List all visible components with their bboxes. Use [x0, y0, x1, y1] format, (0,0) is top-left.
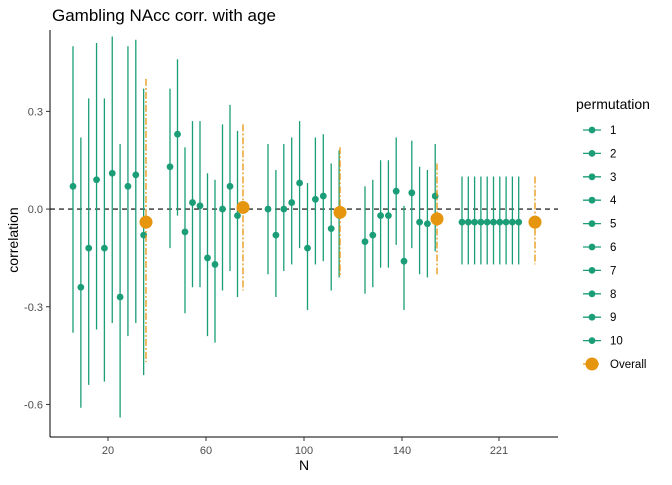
point-n20-perm4 [93, 176, 100, 184]
legend-key-point [588, 173, 596, 181]
point-n60-perm7 [211, 261, 219, 268]
legend-item-label: 2 [610, 148, 616, 160]
overall-point-n20 [139, 215, 153, 229]
legend-item-label: 8 [610, 289, 616, 301]
point-n221-perm2 [464, 218, 472, 226]
point-n60-perm1 [166, 163, 174, 171]
point-n60-perm10 [234, 212, 241, 219]
point-n140-perm1 [361, 238, 369, 246]
point-n60-perm8 [219, 205, 226, 213]
overall-point-n221 [528, 215, 542, 229]
point-n221-perm9 [509, 218, 516, 226]
legend-key-point [588, 220, 596, 228]
legend-title: permutation [576, 96, 650, 112]
y-tick-label: -0.3 [24, 302, 43, 314]
overall-point-n100 [333, 205, 347, 219]
point-n140-perm4 [385, 212, 392, 219]
point-n60-perm4 [189, 199, 196, 206]
point-n100-perm8 [319, 192, 327, 200]
point-n20-perm1 [69, 182, 77, 190]
point-n100-perm3 [280, 205, 288, 213]
point-n140-perm8 [416, 218, 423, 226]
point-n221-perm8 [502, 218, 510, 226]
point-n60-perm9 [226, 182, 234, 190]
legend-item-label: 3 [610, 172, 616, 184]
legend-item-label: 1 [610, 125, 616, 137]
legend-key-point [588, 196, 596, 204]
point-n140-perm9 [424, 220, 431, 228]
point-n100-perm6 [304, 244, 311, 252]
point-n221-perm4 [477, 218, 485, 226]
y-axis-title: correlation [5, 207, 21, 272]
point-n140-perm5 [392, 187, 400, 195]
legend-key-point [588, 150, 596, 157]
point-n60-perm3 [181, 228, 189, 236]
point-n100-perm9 [327, 225, 335, 233]
point-n60-perm5 [196, 202, 204, 210]
legend-key-point [588, 290, 596, 298]
point-n140-perm3 [377, 212, 384, 219]
legend-key-point [588, 126, 596, 134]
point-n221-perm7 [496, 218, 504, 226]
legend-key-point [588, 267, 596, 274]
point-n60-perm2 [174, 130, 181, 138]
x-axis-title: N [299, 457, 309, 473]
axes: -0.6 -0.3 0.0 0.3 20 60 100 140 221 [24, 30, 558, 457]
legend-key-point [588, 337, 596, 344]
y-tick-label: -0.6 [24, 399, 43, 411]
x-tick-label: 60 [200, 445, 212, 457]
point-n100-perm1 [264, 205, 272, 213]
legend-item-label: 10 [610, 336, 623, 348]
legend-item-label: 7 [610, 265, 616, 277]
point-n221-perm6 [490, 218, 497, 226]
x-tick-label: 100 [295, 445, 313, 457]
point-n140-perm2 [369, 231, 377, 239]
legend-item-label: Overall [610, 359, 646, 371]
point-n20-perm9 [132, 171, 140, 179]
point-n100-perm5 [296, 179, 303, 187]
y-tick-label: 0.0 [28, 204, 43, 216]
legend-key-point [588, 313, 596, 321]
legend-item-label: 5 [610, 219, 616, 231]
point-n221-perm1 [458, 218, 466, 226]
legend-item-label: 9 [610, 312, 616, 324]
point-n221-perm3 [471, 218, 478, 226]
point-n20-perm8 [124, 182, 132, 190]
point-n140-perm7 [408, 189, 416, 197]
legend-item-label: 6 [610, 242, 616, 254]
overall-point-n60 [236, 200, 250, 214]
legend-item-label: 4 [610, 195, 617, 207]
x-tick-label: 140 [393, 445, 411, 457]
x-tick-label: 20 [102, 445, 114, 457]
point-n221-perm5 [483, 218, 491, 226]
point-n20-perm3 [85, 244, 93, 252]
point-n221-perm10 [515, 218, 523, 226]
y-tick-label: 0.3 [28, 106, 43, 118]
legend: permutation 1 2 3 4 5 6 7 8 9 10 Overall [576, 96, 650, 371]
point-n100-perm2 [272, 231, 280, 239]
x-tick-label: 221 [490, 445, 508, 457]
legend-key-point [585, 357, 599, 371]
point-n20-perm6 [108, 169, 116, 177]
point-n100-perm7 [312, 195, 319, 203]
point-n100-perm4 [288, 199, 296, 206]
point-n60-perm6 [204, 254, 211, 262]
chart-title: Gambling NAcc corr. with age [52, 6, 276, 25]
point-n140-perm6 [400, 257, 408, 265]
point-n20-perm5 [101, 244, 108, 252]
overall-point-n140 [430, 212, 444, 226]
point-n20-perm2 [77, 283, 85, 291]
point-n20-perm7 [116, 293, 124, 301]
plot-area [50, 36, 558, 418]
legend-key-point [588, 243, 596, 251]
